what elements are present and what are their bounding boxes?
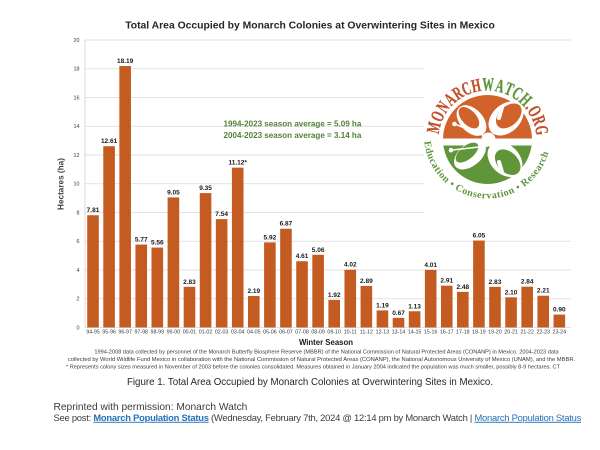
svg-text:12.61: 12.61	[101, 138, 118, 145]
svg-text:2.89: 2.89	[360, 278, 373, 285]
svg-text:96-97: 96-97	[118, 330, 132, 336]
svg-text:2004-2023 season average = 3.1: 2004-2023 season average = 3.14 ha	[224, 131, 362, 140]
svg-text:19-20: 19-20	[488, 330, 502, 336]
svg-text:20: 20	[74, 38, 80, 44]
svg-text:H: H	[470, 75, 483, 97]
svg-text:7.81: 7.81	[87, 207, 100, 214]
svg-text:1.13: 1.13	[408, 303, 421, 310]
svg-text:20-21: 20-21	[504, 330, 518, 336]
svg-text:7.54: 7.54	[215, 211, 228, 218]
svg-text:M: M	[423, 120, 445, 135]
svg-text:94-95: 94-95	[86, 330, 100, 336]
svg-text:21-22: 21-22	[520, 330, 534, 336]
svg-text:18.19: 18.19	[117, 58, 134, 65]
svg-text:18-19: 18-19	[472, 330, 486, 336]
svg-text:2.19: 2.19	[247, 288, 260, 295]
svg-text:14: 14	[74, 124, 80, 130]
svg-text:2.48: 2.48	[457, 284, 470, 291]
svg-text:See post: Monarch Population S: See post: Monarch Population Status (Wed…	[54, 412, 582, 423]
svg-text:0.67: 0.67	[392, 310, 405, 317]
svg-text:5.77: 5.77	[135, 237, 148, 244]
svg-text:5.56: 5.56	[151, 240, 164, 247]
svg-text:4.02: 4.02	[344, 262, 357, 269]
svg-text:Reprinted with permission: Mon: Reprinted with permission: Monarch Watch	[54, 402, 248, 413]
svg-text:01-02: 01-02	[199, 330, 213, 336]
svg-text:08-09: 08-09	[311, 330, 325, 336]
svg-text:collected by World Wildlife Fu: collected by World Wildlife Fund Mexico …	[68, 357, 576, 363]
svg-text:12: 12	[74, 153, 80, 159]
svg-text:9.35: 9.35	[199, 185, 212, 192]
svg-text:9.05: 9.05	[167, 189, 180, 196]
svg-text:1.19: 1.19	[376, 302, 389, 309]
svg-text:4: 4	[77, 268, 80, 274]
svg-text:8: 8	[77, 210, 80, 216]
svg-text:18: 18	[74, 67, 80, 73]
svg-text:98-99: 98-99	[151, 330, 165, 336]
svg-text:1994-2023 season average = 5.0: 1994-2023 season average = 5.09 ha	[224, 120, 362, 129]
svg-text:1.92: 1.92	[328, 292, 341, 299]
svg-text:5.06: 5.06	[312, 247, 325, 254]
svg-text:4.01: 4.01	[424, 262, 437, 269]
svg-text:07-08: 07-08	[295, 330, 309, 336]
svg-text:Figure 1. Total Area Occupied: Figure 1. Total Area Occupied by Monarch…	[127, 377, 493, 388]
svg-text:17-18: 17-18	[456, 330, 470, 336]
svg-text:6.87: 6.87	[280, 221, 293, 228]
svg-text:1994-2008 data collected by pe: 1994-2008 data collected by personnel of…	[94, 350, 559, 356]
svg-text:09-10: 09-10	[327, 330, 341, 336]
svg-text:16-17: 16-17	[440, 330, 454, 336]
svg-text:2.84: 2.84	[521, 279, 534, 286]
svg-text:11-12: 11-12	[360, 330, 373, 336]
svg-text:05-06: 05-06	[263, 330, 277, 336]
svg-text:2.10: 2.10	[505, 289, 518, 296]
svg-text:Winter Season: Winter Season	[299, 338, 353, 347]
svg-text:2.91: 2.91	[440, 278, 453, 285]
svg-text:16: 16	[74, 95, 80, 101]
svg-text:2.83: 2.83	[489, 279, 502, 286]
svg-text:2.21: 2.21	[537, 288, 550, 295]
svg-text:2: 2	[77, 297, 80, 303]
svg-text:Total Area Occupied by Monarch: Total Area Occupied by Monarch Colonies …	[125, 21, 495, 32]
svg-text:00-01: 00-01	[183, 330, 197, 336]
svg-text:6: 6	[77, 239, 80, 245]
svg-text:Hectares (ha): Hectares (ha)	[57, 158, 66, 210]
svg-text:* Represents colony sizes meas: * Represents colony sizes measured in No…	[66, 365, 561, 371]
svg-text:11.12*: 11.12*	[229, 160, 248, 167]
svg-text:99-00: 99-00	[167, 330, 181, 336]
svg-text:13-14: 13-14	[392, 330, 406, 336]
svg-text:0: 0	[77, 325, 80, 331]
svg-text:02-03: 02-03	[215, 330, 229, 336]
svg-text:14-15: 14-15	[408, 330, 422, 336]
svg-text:G: G	[530, 124, 552, 136]
svg-text:4.61: 4.61	[296, 253, 309, 260]
svg-text:23-24: 23-24	[553, 330, 567, 336]
svg-text:15-16: 15-16	[424, 330, 438, 336]
svg-text:95-96: 95-96	[102, 330, 116, 336]
svg-text:2.83: 2.83	[183, 279, 196, 286]
svg-text:5.92: 5.92	[264, 234, 277, 241]
svg-text:W: W	[482, 75, 494, 95]
svg-text:97-98: 97-98	[134, 330, 148, 336]
svg-text:03-04: 03-04	[231, 330, 245, 336]
svg-text:22-23: 22-23	[536, 330, 550, 336]
svg-text:6.05: 6.05	[473, 233, 486, 240]
svg-text:10-11: 10-11	[344, 330, 357, 336]
svg-text:10: 10	[74, 182, 80, 188]
svg-text:12-13: 12-13	[376, 330, 390, 336]
svg-text:04-05: 04-05	[247, 330, 261, 336]
svg-text:0.90: 0.90	[553, 307, 566, 314]
svg-text:06-07: 06-07	[279, 330, 293, 336]
